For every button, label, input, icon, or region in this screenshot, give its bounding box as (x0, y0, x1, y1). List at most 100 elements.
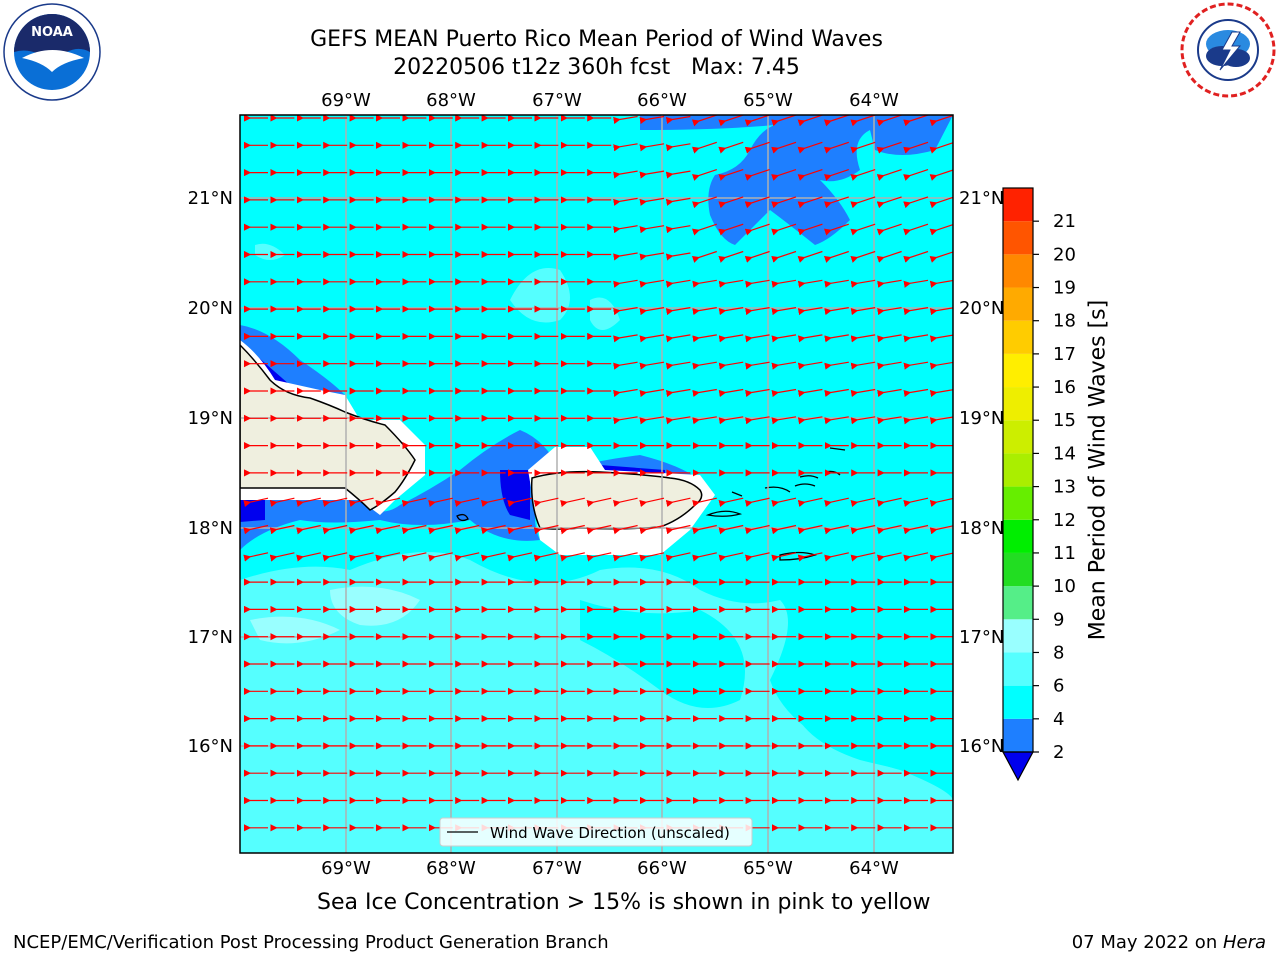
colorbar-segment (1003, 552, 1033, 587)
wind-arrow (745, 279, 770, 288)
lon-label-top: 64°W (849, 90, 899, 111)
wind-arrow (823, 115, 849, 127)
wind-arrow (718, 279, 744, 288)
lon-label-bottom: 64°W (849, 858, 899, 879)
wind-arrow (876, 141, 902, 154)
wind-arrow (718, 361, 744, 370)
wind-arrow (243, 524, 269, 535)
wind-arrow (428, 552, 453, 562)
wind-arrow (929, 142, 953, 154)
wind-arrow (824, 388, 849, 398)
wind-arrow (903, 388, 929, 398)
wind-arrow (401, 552, 427, 562)
footer-date-text: 07 May 2022 on (1071, 932, 1223, 953)
colorbar-tick-label: 16 (1053, 377, 1076, 398)
wind-arrow (824, 307, 849, 316)
wind-arrow (665, 524, 691, 535)
wind-arrow (824, 524, 849, 535)
colorbar-tick-label: 13 (1053, 477, 1076, 498)
wind-arrow (454, 524, 480, 535)
wind-arrow (929, 497, 953, 508)
wind-arrow (876, 250, 902, 263)
wind-arrow (963, 553, 981, 557)
wind-arrow (903, 552, 929, 562)
colorbar-segment (1003, 221, 1033, 255)
wind-arrow (691, 223, 717, 236)
wind-arrow (771, 524, 797, 535)
wind-arrow (692, 388, 717, 398)
colorbar-segment (1003, 486, 1033, 520)
wind-arrow (929, 334, 953, 343)
wind-arrow (639, 334, 665, 343)
wind-arrow (823, 250, 849, 263)
wind-arrow (691, 115, 717, 127)
wind-arrow (744, 552, 770, 562)
lon-label-top: 67°W (532, 90, 582, 111)
wind-arrow (613, 416, 638, 425)
wind-arrow (876, 552, 902, 562)
colorbar-tick-label: 8 (1053, 642, 1064, 663)
wind-arrow (691, 250, 717, 263)
wind-arrow (771, 141, 797, 154)
lat-label-right: 21°N (959, 188, 1004, 209)
wind-arrow (797, 388, 823, 398)
wind-arrow (718, 196, 744, 209)
wind-arrow (745, 361, 770, 370)
nws-logo (1180, 2, 1276, 98)
wind-arrow (692, 334, 717, 343)
wind-arrow (613, 197, 638, 206)
wind-arrow (745, 307, 770, 316)
wind-arrow (877, 388, 902, 398)
wind-arrow (665, 115, 691, 125)
lon-label-bottom: 69°W (321, 858, 371, 879)
wind-arrow (586, 524, 612, 535)
wind-arrow (480, 524, 506, 535)
wind-arrow (877, 361, 902, 370)
wind-arrow (903, 416, 929, 425)
wind-arrow (718, 388, 744, 398)
wind-arrow (375, 552, 401, 562)
wind-arrow (533, 552, 559, 562)
wind-arrow (850, 497, 876, 508)
wind-arrow (824, 361, 849, 370)
wind-arrow (903, 196, 929, 209)
noaa-logo: NOAA (3, 3, 101, 101)
wind-arrow (692, 552, 717, 562)
dark-blue-west (240, 500, 265, 522)
wind-arrow (876, 497, 902, 508)
colorbar-tick-label: 12 (1053, 510, 1076, 531)
colorbar-segment (1003, 320, 1033, 354)
wind-arrow (665, 361, 691, 370)
wind-arrow (613, 143, 638, 152)
wind-arrow (665, 197, 691, 206)
wind-arrow (718, 223, 744, 236)
lon-label-bottom: 68°W (426, 858, 476, 879)
wind-arrow (533, 497, 559, 508)
lat-label-left: 20°N (188, 298, 233, 319)
wind-arrow (322, 497, 348, 508)
wind-arrow (929, 552, 953, 562)
pale-cyan-patch (330, 586, 420, 626)
wind-arrow (850, 250, 876, 263)
wind-arrow (963, 335, 981, 338)
wind-arrow (533, 524, 559, 535)
wind-arrow (903, 334, 929, 343)
colorbar-segment (1003, 420, 1033, 454)
wind-arrow (963, 170, 981, 176)
colorbar-segment (1003, 453, 1033, 487)
colorbar-tick-label: 2 (1053, 742, 1064, 763)
wind-arrow (665, 388, 691, 398)
wind-arrow (718, 115, 744, 127)
wind-arrow (612, 552, 638, 562)
lon-labels-top: 69°W 68°W 67°W 66°W 65°W 64°W (321, 90, 899, 111)
wind-arrow (797, 169, 823, 181)
blue-west-region (240, 325, 345, 400)
wind-arrow (718, 416, 744, 425)
lon-label-bottom: 67°W (532, 858, 582, 879)
lat-label-left: 16°N (188, 736, 233, 757)
wind-arrow (877, 307, 902, 316)
wind-arrow (963, 498, 981, 502)
wind-arrow (903, 169, 929, 181)
wind-arrow (639, 252, 665, 261)
wind-arrow (718, 334, 744, 343)
